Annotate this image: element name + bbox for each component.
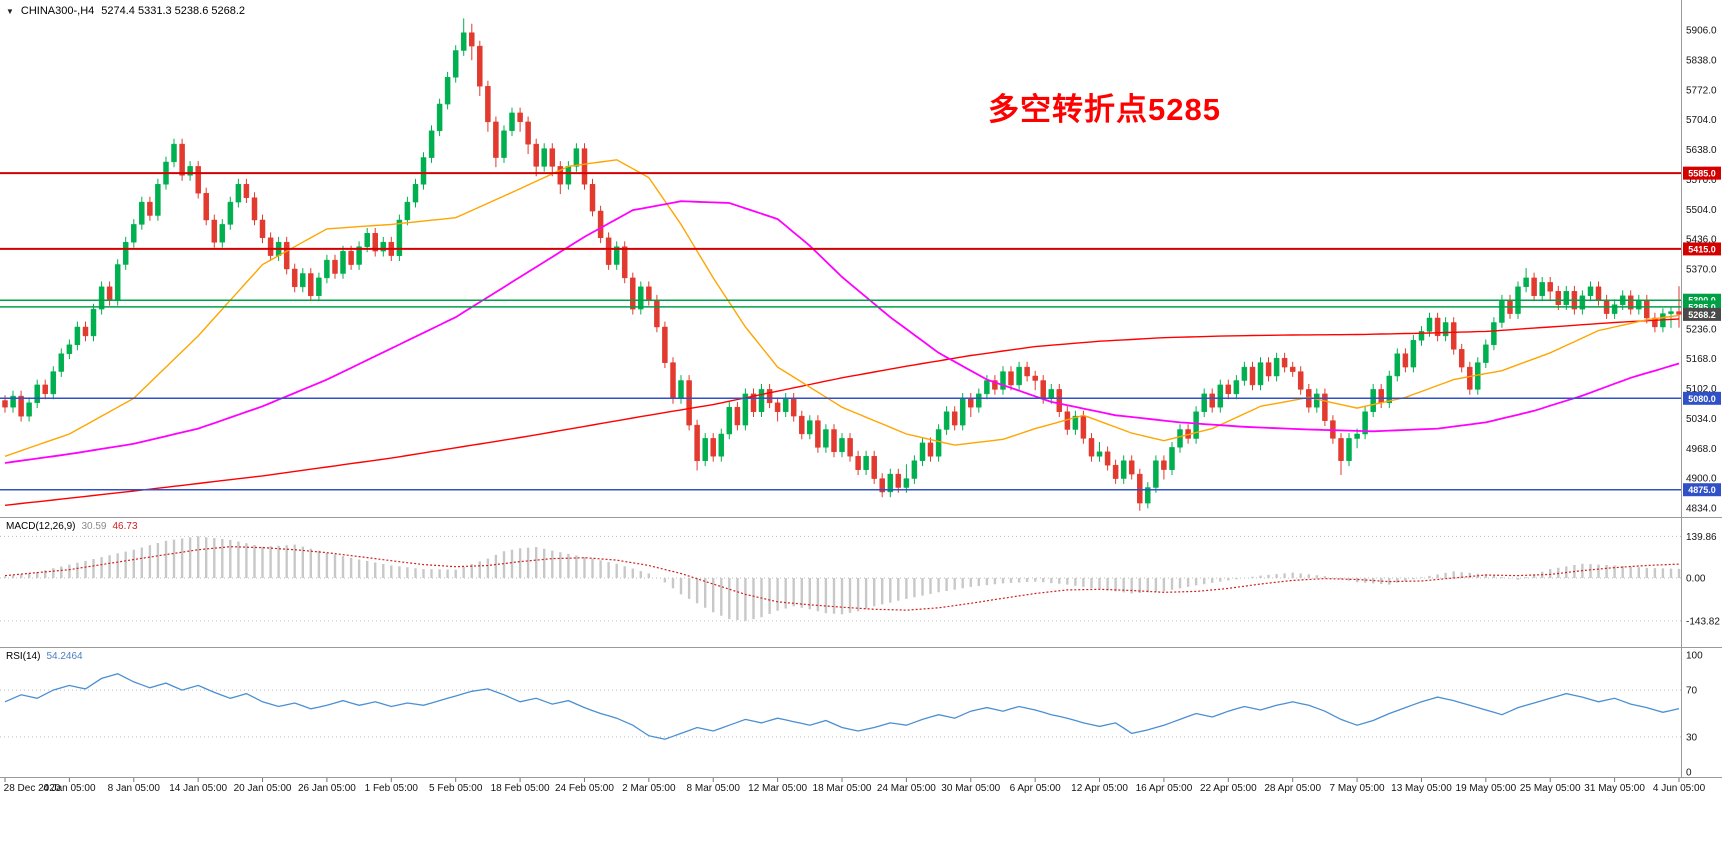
- chart-header: ▼ CHINA300-,H4 5274.4 5331.3 5238.6 5268…: [6, 5, 245, 17]
- time-axis-label: 7 May 05:00: [1330, 783, 1385, 794]
- time-axis-label: 28 Dec 2020: [4, 783, 61, 794]
- svg-text:0: 0: [1686, 768, 1692, 779]
- svg-text:4834.0: 4834.0: [1686, 504, 1717, 515]
- price-badge: 5415.0: [1683, 242, 1721, 256]
- time-axis-label: 5 Feb 05:00: [429, 783, 483, 794]
- svg-text:5102.0: 5102.0: [1686, 384, 1717, 395]
- time-axis-label: 4 Jan 05:00: [43, 783, 96, 794]
- ohlc-values: 5274.4 5331.3 5238.6 5268.2: [101, 5, 246, 17]
- svg-text:139.86: 139.86: [1686, 532, 1717, 543]
- ma-line-slow-red: [4, 318, 1680, 506]
- time-axis-label: 26 Jan 05:00: [298, 783, 356, 794]
- candle-bodies-up: [10, 32, 1674, 504]
- price-badge: 5080.0: [1683, 391, 1721, 405]
- time-axis-label: 14 Jan 05:00: [169, 783, 227, 794]
- svg-text:5370.0: 5370.0: [1686, 265, 1717, 276]
- time-axis-label: 8 Jan 05:00: [108, 783, 161, 794]
- svg-text:5080.0: 5080.0: [1688, 394, 1716, 404]
- price-badge: 5268.2: [1683, 307, 1721, 321]
- symbol-timeframe-label: CHINA300-,H4: [20, 5, 95, 17]
- time-axis-label: 6 Apr 05:00: [1010, 783, 1062, 794]
- time-axis-label: 8 Mar 05:00: [687, 783, 741, 794]
- time-axis-label: 1 Feb 05:00: [365, 783, 419, 794]
- macd-signal-value: 46.73: [112, 521, 138, 532]
- svg-text:5838.0: 5838.0: [1686, 55, 1717, 66]
- price-badge: 5585.0: [1683, 166, 1721, 180]
- svg-text:5034.0: 5034.0: [1686, 414, 1717, 425]
- time-axis-label: 16 Apr 05:00: [1136, 783, 1193, 794]
- time-axis-label: 24 Mar 05:00: [877, 783, 936, 794]
- chart-dropdown-icon[interactable]: ▼: [6, 6, 14, 16]
- svg-text:5236.0: 5236.0: [1686, 324, 1717, 335]
- svg-text:4968.0: 4968.0: [1686, 444, 1717, 455]
- svg-text:5285.0: 5285.0: [1688, 302, 1716, 312]
- macd-main-value: 30.59: [81, 521, 107, 532]
- macd-indicator-label: MACD(12,26,9) 30.59 46.73: [6, 521, 138, 532]
- svg-text:-143.82: -143.82: [1686, 616, 1720, 627]
- ma-line-mid-magenta: [4, 200, 1680, 464]
- svg-text:5570.0: 5570.0: [1686, 175, 1717, 186]
- time-axis-label: 18 Feb 05:00: [491, 783, 550, 794]
- time-axis-label: 25 May 05:00: [1520, 783, 1581, 794]
- svg-text:30: 30: [1686, 732, 1698, 743]
- svg-text:5585.0: 5585.0: [1688, 169, 1716, 179]
- svg-text:70: 70: [1686, 686, 1698, 697]
- time-axis-label: 20 Jan 05:00: [234, 783, 292, 794]
- time-axis-label: 13 May 05:00: [1391, 783, 1452, 794]
- rsi-line: [4, 673, 1680, 740]
- chart-annotation: 多空转折点5285: [988, 92, 1221, 127]
- svg-text:5704.0: 5704.0: [1686, 115, 1717, 126]
- time-axis-label: 28 Apr 05:00: [1264, 783, 1321, 794]
- time-axis-label: 31 May 05:00: [1584, 783, 1645, 794]
- svg-text:5436.0: 5436.0: [1686, 235, 1717, 246]
- time-axis-label: 19 May 05:00: [1456, 783, 1517, 794]
- svg-text:5504.0: 5504.0: [1686, 205, 1717, 216]
- time-axis-label: 12 Apr 05:00: [1071, 783, 1128, 794]
- rsi-value: 54.2464: [46, 651, 83, 662]
- time-axis-label: 22 Apr 05:00: [1200, 783, 1257, 794]
- svg-text:5168.0: 5168.0: [1686, 354, 1717, 365]
- svg-text:5906.0: 5906.0: [1686, 26, 1717, 37]
- svg-text:5268.2: 5268.2: [1688, 310, 1716, 320]
- candle-wicks-up: [12, 18, 1672, 509]
- time-axis-label: 30 Mar 05:00: [941, 783, 1000, 794]
- svg-text:5772.0: 5772.0: [1686, 85, 1717, 96]
- candle-bodies-down: [2, 32, 1682, 504]
- time-axis-label: 24 Feb 05:00: [555, 783, 614, 794]
- svg-text:0.00: 0.00: [1686, 574, 1706, 585]
- time-axis-label: 12 Mar 05:00: [748, 783, 807, 794]
- svg-text:4900.0: 4900.0: [1686, 474, 1717, 485]
- rsi-indicator-label: RSI(14) 54.2464: [6, 651, 83, 662]
- time-axis-label: 2 Mar 05:00: [622, 783, 676, 794]
- svg-text:4875.0: 4875.0: [1688, 485, 1716, 495]
- svg-text:5415.0: 5415.0: [1688, 244, 1716, 254]
- macd-histogram: [3, 536, 1681, 621]
- macd-signal-line: [4, 546, 1680, 611]
- macd-name: MACD(12,26,9): [6, 521, 76, 532]
- price-axis-labels[interactable]: 5906.0 5838.0 5772.0 5704.0 5638.0 5570.0 5504…: [1686, 26, 1717, 515]
- rsi-name: RSI(14): [6, 651, 41, 662]
- time-axis-label: 18 Mar 05:00: [813, 783, 872, 794]
- svg-text:5638.0: 5638.0: [1686, 145, 1717, 156]
- candlestick-series: [2, 18, 1682, 511]
- time-axis-label: 4 Jun 05:00: [1653, 783, 1706, 794]
- svg-text:100: 100: [1686, 651, 1703, 662]
- price-badge: 4875.0: [1683, 483, 1721, 497]
